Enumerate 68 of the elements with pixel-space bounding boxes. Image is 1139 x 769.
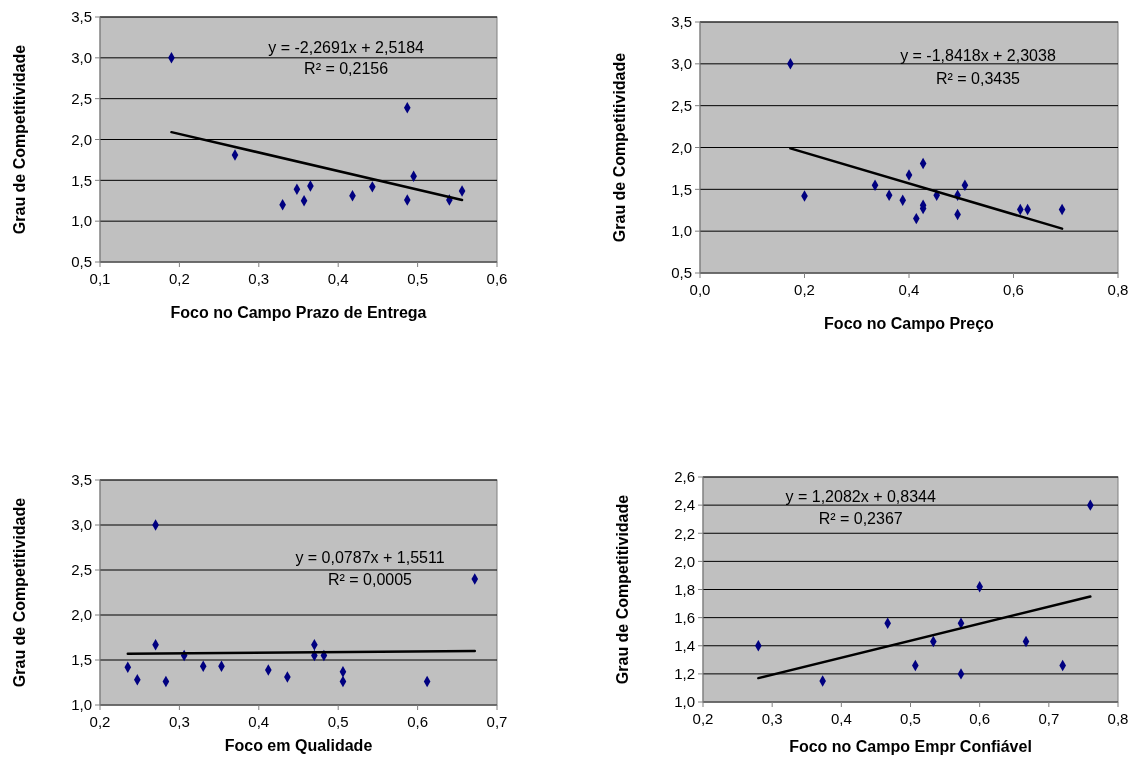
- annotation: R² = 0,0005: [327, 571, 413, 589]
- x-axis-title: Foco no Campo Prazo de Entrega: [170, 304, 427, 321]
- y-tick-label: 3,0: [671, 55, 692, 73]
- y-tick-label: 1,5: [671, 180, 692, 198]
- y-tick-label: 1,4: [674, 637, 695, 654]
- y-tick-label: 1,2: [674, 665, 695, 683]
- x-tick-label: 0,7: [1038, 710, 1060, 727]
- x-tick-label: 0,8: [1107, 710, 1129, 727]
- x-tick-label: 0,6: [486, 270, 508, 287]
- y-axis-title: Grau de Competitividade: [11, 44, 28, 235]
- annotation: y = 0,0787x + 1,5511: [295, 549, 445, 567]
- y-tick-label: 2,4: [674, 496, 695, 514]
- x-tick-label: 0,2: [89, 713, 111, 730]
- y-tick-label: 2,0: [674, 552, 695, 570]
- x-tick-label: 0,5: [407, 270, 429, 287]
- y-tick-label: 2,2: [674, 524, 695, 542]
- x-tick-label: 0,0: [689, 281, 711, 298]
- y-tick-label: 3,5: [671, 13, 692, 31]
- x-tick-label: 0,1: [89, 270, 111, 287]
- x-tick-label: 0,3: [248, 270, 270, 287]
- y-tick-label: 1,0: [71, 696, 92, 714]
- y-tick-label: 2,6: [674, 468, 695, 486]
- annotation: R² = 0,3435: [935, 69, 1021, 87]
- y-tick-label: 1,0: [71, 212, 92, 230]
- x-tick-label: 0,2: [692, 710, 714, 727]
- y-tick-label: 3,0: [71, 49, 92, 67]
- x-tick-label: 0,2: [794, 281, 815, 298]
- x-tick-label: 0,3: [168, 713, 190, 730]
- y-tick-label: 2,0: [71, 606, 92, 624]
- annotation: y = -2,2691x + 2,5184: [268, 39, 425, 57]
- x-tick-label: 0,2: [168, 270, 190, 287]
- x-axis-title: Foco no Campo Empr Confiável: [789, 738, 1032, 755]
- x-tick-label: 0,5: [900, 710, 921, 727]
- y-tick-label: 2,0: [71, 130, 92, 148]
- x-tick-label: 0,3: [761, 710, 783, 727]
- x-tick-label: 0,4: [830, 710, 852, 727]
- y-tick-label: 1,6: [674, 608, 695, 626]
- y-tick-label: 1,0: [671, 222, 692, 240]
- annotation: y = -1,8418x + 2,3038: [900, 46, 1056, 64]
- x-tick-label: 0,4: [898, 281, 920, 298]
- y-tick-label: 0,5: [71, 253, 92, 271]
- x-tick-label: 0,7: [486, 713, 508, 730]
- y-axis-title: Grau de Competitividade: [611, 52, 628, 243]
- y-tick-label: 1,5: [71, 651, 92, 669]
- x-axis-title: Foco no Campo Preço: [824, 315, 995, 332]
- y-tick-label: 2,5: [671, 96, 692, 114]
- x-tick-label: 0,8: [1107, 281, 1129, 298]
- y-tick-label: 1,5: [71, 171, 92, 189]
- y-axis-title: Grau de Competitividade: [11, 497, 28, 688]
- x-tick-label: 0,6: [1003, 281, 1024, 298]
- y-tick-label: 1,8: [674, 580, 695, 598]
- y-tick-label: 2,5: [71, 89, 92, 107]
- y-tick-label: 2,5: [71, 561, 92, 579]
- x-tick-label: 0,5: [327, 713, 349, 730]
- annotation: R² = 0,2156: [304, 60, 389, 78]
- x-tick-label: 0,6: [969, 710, 991, 727]
- y-tick-label: 2,0: [671, 138, 692, 156]
- y-tick-label: 1,0: [674, 693, 695, 711]
- y-axis-title: Grau de Competitividade: [614, 494, 631, 685]
- annotation: R² = 0,2367: [818, 509, 903, 527]
- x-axis-title: Foco em Qualidade: [224, 737, 373, 754]
- y-tick-label: 3,5: [71, 471, 92, 489]
- x-tick-label: 0,4: [248, 713, 270, 730]
- x-tick-label: 0,4: [327, 270, 349, 287]
- y-tick-label: 3,0: [71, 516, 92, 534]
- y-tick-label: 3,5: [71, 8, 92, 26]
- x-tick-label: 0,6: [407, 713, 429, 730]
- annotation: y = 1,2082x + 0,8344: [785, 487, 936, 505]
